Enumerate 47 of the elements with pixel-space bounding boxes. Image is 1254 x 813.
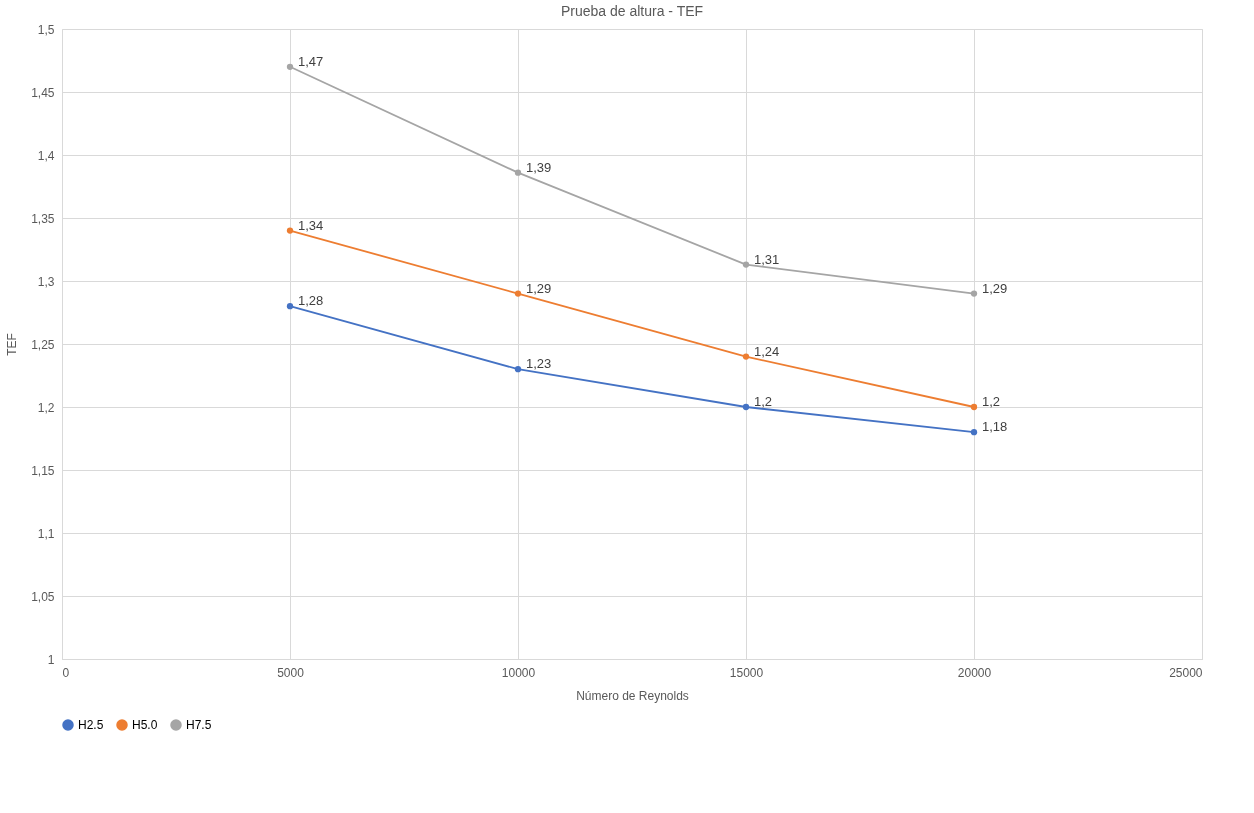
data-label: 1,2 — [754, 394, 773, 409]
y-tick-label: 1,2 — [37, 400, 55, 415]
x-tick-label: 15000 — [729, 665, 764, 680]
y-tick-label: 1,5 — [37, 22, 55, 37]
point — [970, 429, 978, 436]
point — [970, 290, 978, 297]
x-tick-label: 0 — [62, 665, 70, 680]
data-label: 1,18 — [982, 419, 1008, 435]
legend-label: H7.5 — [186, 718, 212, 732]
y-tick-label: 1,3 — [37, 274, 55, 289]
y-axis-title: TEF — [5, 333, 20, 356]
point — [514, 366, 522, 373]
x-tick-label: 20000 — [957, 665, 992, 680]
y-tick-label: 1,45 — [31, 85, 55, 100]
data-label: 1,31 — [754, 251, 780, 267]
point — [286, 227, 294, 234]
data-label: 1,24 — [754, 343, 780, 359]
data-label: 1,28 — [298, 293, 324, 309]
y-tick-label: 1,05 — [31, 589, 55, 604]
data-label: 1,2 — [982, 394, 1001, 409]
point — [514, 169, 522, 176]
point — [742, 261, 750, 268]
y-tick-label: 1,35 — [31, 211, 55, 226]
y-tick-label: 1,15 — [31, 463, 55, 478]
data-label: 1,47 — [298, 53, 324, 69]
data-label: 1,29 — [526, 280, 552, 296]
point — [514, 290, 522, 297]
point — [286, 63, 294, 70]
data-label: 1,23 — [526, 356, 552, 372]
point — [286, 303, 294, 310]
point — [970, 403, 978, 411]
legend-label: H2.5 — [78, 718, 104, 732]
chart-title: Prueba de altura - TEF — [560, 3, 704, 19]
x-tick-label: 10000 — [501, 665, 536, 680]
legend-label: H5.0 — [132, 718, 158, 732]
y-tick-label: 1,4 — [37, 148, 55, 163]
data-label: 1,29 — [982, 280, 1008, 296]
point — [742, 403, 750, 411]
x-axis-title: Número de Reynolds — [576, 688, 689, 703]
data-label: 1,39 — [526, 159, 552, 175]
x-tick-label: 25000 — [1169, 665, 1203, 680]
data-label: 1,34 — [298, 217, 324, 233]
x-tick-label: 5000 — [277, 665, 305, 680]
y-tick-label: 1 — [47, 652, 55, 667]
point — [742, 353, 750, 360]
y-tick-label: 1,1 — [37, 526, 55, 541]
y-tick-label: 1,25 — [31, 337, 55, 352]
